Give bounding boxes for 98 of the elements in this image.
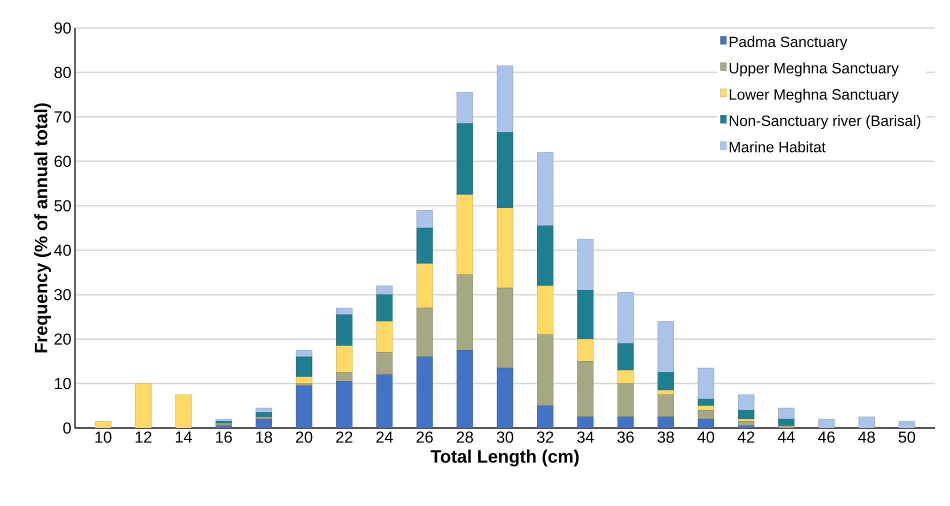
bar bbox=[738, 394, 754, 410]
bar bbox=[336, 372, 352, 382]
x-tick-label: 46 bbox=[818, 432, 835, 443]
bar bbox=[456, 92, 473, 124]
bar bbox=[778, 418, 794, 426]
bar bbox=[336, 381, 352, 428]
bar bbox=[456, 350, 473, 428]
x-tick-label: 28 bbox=[456, 432, 473, 443]
bar bbox=[336, 314, 352, 346]
x-tick-label: 34 bbox=[577, 432, 594, 443]
legend-label: Upper Meghna Sanctuary bbox=[730, 62, 899, 76]
bar bbox=[577, 416, 594, 428]
bar bbox=[175, 394, 192, 428]
bar bbox=[496, 368, 514, 428]
bar bbox=[738, 421, 754, 426]
x-axis-title: Total Length (cm) bbox=[430, 450, 579, 466]
bar bbox=[496, 288, 514, 368]
bar bbox=[577, 361, 594, 418]
bar bbox=[416, 263, 433, 308]
bar bbox=[256, 416, 272, 420]
bar bbox=[537, 286, 554, 335]
bar bbox=[376, 286, 393, 295]
bar bbox=[336, 346, 352, 373]
y-tick-label: 40 bbox=[54, 244, 71, 256]
bar bbox=[296, 386, 312, 428]
bar bbox=[698, 398, 714, 406]
bar bbox=[617, 383, 634, 418]
bar bbox=[658, 372, 674, 390]
bar bbox=[416, 228, 433, 264]
bar bbox=[376, 294, 393, 322]
bar bbox=[376, 321, 393, 353]
x-tick-label: 22 bbox=[336, 432, 352, 443]
bar bbox=[738, 410, 754, 420]
bar bbox=[456, 123, 473, 195]
x-tick-label: 16 bbox=[216, 432, 232, 443]
x-tick-label: 40 bbox=[697, 432, 714, 443]
bar bbox=[617, 343, 634, 370]
y-tick-label: 50 bbox=[54, 200, 71, 212]
bar bbox=[698, 418, 714, 428]
legend-label: Padma Sanctuary bbox=[730, 36, 848, 50]
bar bbox=[376, 352, 393, 375]
bar bbox=[256, 412, 272, 418]
bar bbox=[577, 338, 594, 362]
x-tick-label: 50 bbox=[898, 432, 916, 443]
bar bbox=[456, 194, 473, 275]
bar bbox=[537, 226, 554, 286]
bar bbox=[778, 408, 794, 420]
bar bbox=[698, 410, 714, 420]
x-tick-label: 20 bbox=[296, 432, 312, 443]
bar bbox=[456, 274, 473, 350]
x-tick-label: 38 bbox=[658, 432, 674, 443]
bar bbox=[256, 418, 272, 428]
y-tick-label: 90 bbox=[54, 22, 71, 34]
bar bbox=[577, 238, 594, 290]
bar bbox=[376, 374, 393, 428]
y-tick-label: 30 bbox=[54, 289, 71, 300]
y-tick-label: 10 bbox=[54, 378, 71, 390]
bar bbox=[658, 321, 674, 373]
x-tick-label: 30 bbox=[496, 432, 514, 443]
x-tick-label: 44 bbox=[778, 432, 795, 442]
bar bbox=[617, 292, 634, 344]
bar bbox=[617, 416, 634, 428]
bar bbox=[496, 132, 514, 208]
x-tick-label: 18 bbox=[256, 432, 272, 443]
x-tick-label: 42 bbox=[738, 432, 754, 443]
bar bbox=[658, 394, 674, 418]
bar bbox=[698, 368, 714, 400]
y-tick-label: 80 bbox=[54, 66, 71, 78]
bar bbox=[858, 416, 875, 428]
legend-label: Marine Habitat bbox=[730, 141, 826, 152]
bar bbox=[658, 416, 674, 428]
bar bbox=[537, 152, 554, 226]
y-axis-title: Frequency (% of annual total) bbox=[34, 103, 51, 352]
x-tick-label: 32 bbox=[536, 432, 554, 443]
x-tick-label: 12 bbox=[136, 432, 152, 443]
y-tick-label: 20 bbox=[54, 333, 71, 345]
bar bbox=[296, 383, 312, 386]
bar bbox=[135, 383, 152, 428]
bar bbox=[416, 210, 433, 228]
bar bbox=[537, 334, 554, 406]
x-tick-label: 10 bbox=[95, 432, 112, 443]
x-tick-label: 24 bbox=[376, 432, 393, 443]
y-tick-label: 70 bbox=[54, 111, 71, 123]
y-tick-label: 60 bbox=[54, 156, 71, 167]
bar bbox=[416, 356, 433, 428]
bar bbox=[496, 66, 514, 133]
x-tick-label: 14 bbox=[176, 432, 192, 442]
bar bbox=[537, 406, 554, 428]
bar bbox=[296, 356, 312, 378]
bar bbox=[416, 308, 433, 358]
y-tick-label: 0 bbox=[63, 422, 71, 434]
x-tick-label: 36 bbox=[617, 432, 634, 443]
x-tick-label: 48 bbox=[858, 432, 875, 443]
legend-label: Non-Sanctuary river (Barisal) bbox=[730, 115, 920, 130]
bar bbox=[496, 208, 514, 288]
bar bbox=[577, 290, 594, 340]
legend-label: Lower Meghna Sanctuary bbox=[730, 88, 899, 103]
x-tick-label: 26 bbox=[416, 432, 433, 443]
